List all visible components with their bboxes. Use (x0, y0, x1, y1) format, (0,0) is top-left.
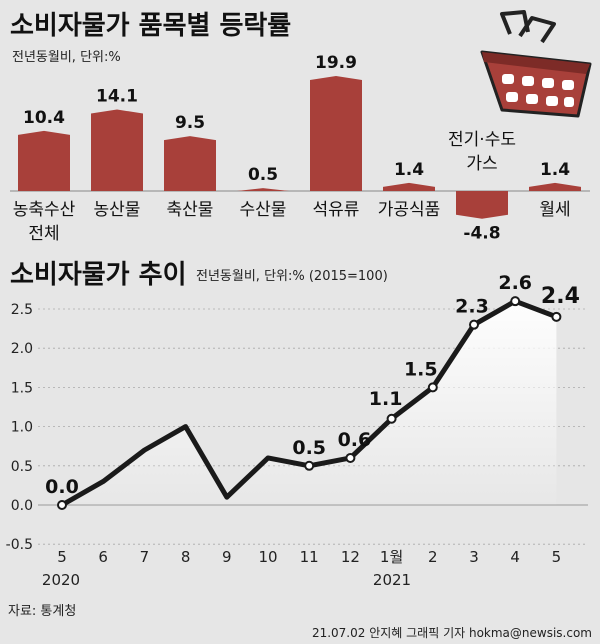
year-label-2021: 2021 (373, 571, 411, 589)
point-label: 2.4 (541, 284, 580, 309)
x-tick-label: 5 (552, 548, 562, 566)
y-tick-label: 1.0 (11, 420, 33, 436)
source-note: 자료: 통계청 (8, 604, 76, 619)
y-tick-label: 1.5 (11, 380, 33, 396)
x-tick-label: 1월 (380, 548, 403, 566)
data-point (57, 500, 67, 510)
y-tick-label: -0.5 (6, 537, 33, 553)
category-label: 석유류 (313, 200, 360, 220)
bar-value-label: 14.1 (96, 87, 138, 107)
year-label-2020: 2020 (42, 571, 80, 589)
data-point (427, 382, 438, 393)
y-tick-label: 0.5 (11, 459, 33, 475)
x-tick-label: 6 (98, 548, 108, 566)
x-tick-label: 9 (222, 548, 232, 566)
y-tick-label: 2.5 (11, 302, 33, 318)
bar (383, 182, 435, 191)
line-chart-title: 소비자물가 추이 (10, 260, 187, 290)
point-label: 2.6 (498, 272, 532, 294)
bar (18, 130, 70, 191)
bar-value-label: 1.4 (394, 160, 424, 180)
bar (164, 136, 216, 191)
category-label: 월세 (539, 200, 570, 220)
category-label: 수산물 (240, 200, 287, 220)
x-tick-label: 7 (140, 548, 150, 566)
data-point (345, 452, 356, 463)
line-chart-subtitle: 전년동월비, 단위:% (2015=100) (196, 269, 388, 284)
bar-value-label: 10.4 (23, 108, 65, 128)
category-label: 가스 (466, 154, 497, 174)
bar-value-label: 1.4 (540, 160, 570, 180)
bar (456, 191, 508, 219)
bar (237, 188, 289, 191)
x-tick-label: 12 (341, 548, 360, 566)
data-point (510, 296, 521, 307)
bar (91, 109, 143, 191)
category-label: 가공식품 (378, 200, 441, 220)
point-label: 0.5 (292, 437, 326, 459)
bar (310, 75, 362, 191)
credit-note: 21.07.02 안지혜 그래픽 기자 hokma@newsis.com (312, 626, 592, 640)
x-tick-label: 11 (300, 548, 319, 566)
category-label: 축산물 (167, 200, 214, 220)
data-point (304, 460, 315, 471)
data-point (469, 319, 479, 330)
x-tick-label: 5 (57, 548, 67, 566)
bar-value-label: 9.5 (175, 113, 205, 133)
x-tick-label: 4 (510, 548, 520, 566)
category-label: 전기·수도 (448, 130, 516, 150)
bar-value-label: 0.5 (248, 165, 278, 185)
point-label: 1.1 (369, 388, 403, 410)
data-point (551, 311, 562, 322)
y-tick-label: 0.0 (11, 498, 33, 514)
y-tick-label: 2.0 (11, 341, 33, 357)
bar-value-label: -4.8 (463, 224, 500, 244)
category-label: 농축수산 (13, 200, 76, 220)
bar-chart-subtitle: 전년동월비, 단위:% (12, 50, 121, 65)
x-tick-label: 3 (469, 548, 479, 566)
point-label: 0.0 (45, 476, 79, 498)
x-tick-label: 2 (428, 548, 438, 566)
x-tick-label: 8 (181, 548, 191, 566)
category-label: 농산물 (94, 200, 141, 220)
bar-chart-title: 소비자물가 품목별 등락률 (10, 11, 291, 41)
line-area (62, 301, 557, 505)
data-point (386, 413, 397, 424)
bar (529, 182, 581, 191)
point-label: 1.5 (404, 358, 438, 380)
bar-value-label: 19.9 (315, 53, 357, 73)
x-tick-label: 10 (258, 548, 277, 566)
point-label: 2.3 (455, 296, 489, 318)
category-label: 전체 (28, 224, 59, 244)
point-label: 0.6 (338, 429, 372, 451)
shopping-basket-icon (480, 10, 592, 118)
